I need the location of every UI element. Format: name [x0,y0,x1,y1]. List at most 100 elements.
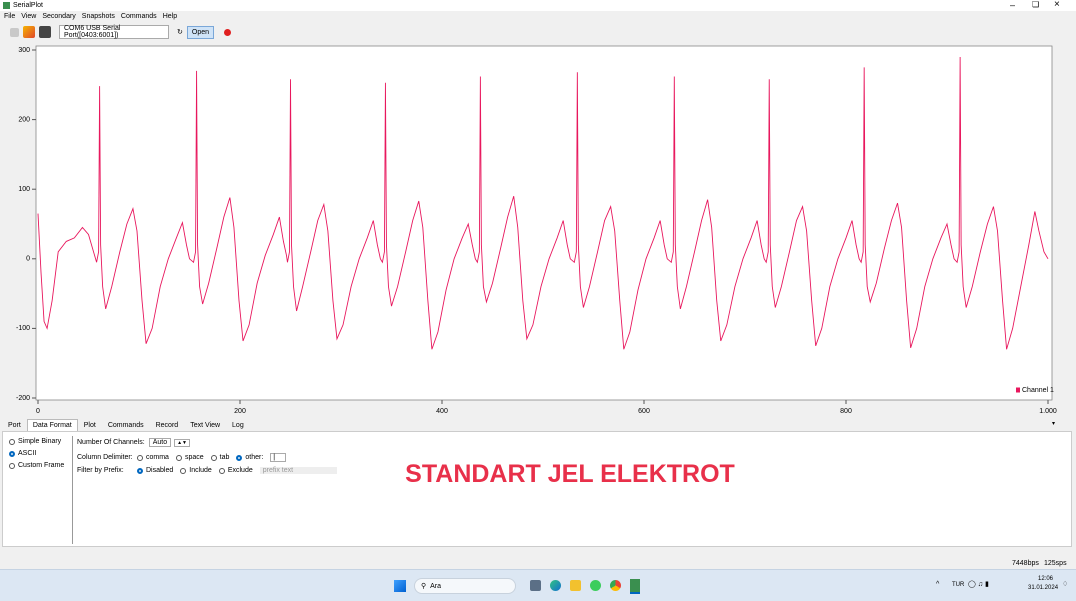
series-line [37,56,1049,350]
legend-label: Channel 1 [1022,387,1054,394]
radio-option[interactable]: Custom Frame [9,462,64,469]
start-button[interactable] [394,580,406,592]
radio-option[interactable]: Simple Binary [9,438,64,445]
status-rate: 7448bps [1012,560,1039,567]
search-box[interactable]: ⚲ Ara [414,578,516,594]
notifications[interactable]: ♢ [1062,581,1069,588]
x-tick-label: 400 [436,408,448,415]
title-bar: SerialPlot – ❏ × [0,0,1076,11]
menu-item[interactable]: File [4,13,16,20]
port-combo[interactable]: COM6 USB Serial Port([0403:6001]) [59,25,169,39]
open-button[interactable]: Open [186,25,214,39]
menu-item[interactable]: Commands [120,13,157,20]
window-title: SerialPlot [13,2,43,9]
pause-icon[interactable] [10,27,19,37]
radio-option[interactable]: Disabled [137,467,173,474]
clock-time: 12:06 [1038,576,1054,582]
spin-arrows[interactable]: ▲▼ [174,438,191,447]
menu-bar: File View Secondary Snapshots Commands Help [4,11,183,22]
radio-label: tab [219,454,230,461]
tab-scroll[interactable]: ▾ [1052,421,1056,427]
radio-dot [137,454,143,461]
record-icon[interactable] [224,28,231,36]
snapshot-icon[interactable] [39,26,51,38]
port-name: COM6 USB Serial Port([0403:6001]) [64,25,121,39]
tab[interactable]: Commands [107,422,144,429]
radio-option[interactable]: ASCII [9,450,64,457]
tab[interactable]: Text View [190,422,221,429]
format-list: Simple Binary ASCII Custom Frame [9,438,71,474]
y-tick-label: -200 [16,395,30,402]
tray-arrow[interactable]: ^ [936,581,940,588]
minimize-button[interactable]: – [1010,0,1016,10]
app-icon [3,2,10,9]
tab[interactable]: Port [8,422,21,429]
tab-bar: Port Data Format Plot Commands Record Text Vi… [2,419,250,431]
annotation: STANDART JEL ELEKTROT [405,460,735,488]
app-chrome[interactable] [610,580,621,591]
x-tick-label: 1.000 [1039,408,1057,415]
radio-dot [9,462,15,469]
clock-date: 31.01.2024 [1028,585,1059,591]
search-icon: ⚲ [421,583,427,590]
radio-label: Custom Frame [18,462,65,469]
tab[interactable]: Plot [83,422,96,429]
divider [72,436,73,544]
x-tick-label: 200 [234,408,246,415]
y-tick-label: 0 [26,256,30,263]
radio-label: space [184,454,204,461]
tab[interactable]: Log [232,422,244,429]
radio-label: ASCII [18,450,37,457]
x-tick-label: 600 [638,408,650,415]
radio-option[interactable]: comma [137,454,169,461]
channels-label: Number Of Channels: [77,439,145,446]
delimiter-row: Column Delimiter: comma space tab other: | [77,453,287,462]
app-serialplot[interactable] [630,579,640,594]
y-tick-label: 100 [18,186,30,193]
maximize-button[interactable]: ❏ [1032,0,1040,9]
app-whatsapp[interactable] [590,580,601,591]
status-samples: 125sps [1044,560,1067,567]
radio-dot [137,467,143,474]
menu-item[interactable]: View [21,13,37,20]
radio-label: other: [245,454,264,461]
prefix-label: Filter by Prefix: [77,467,124,474]
radio-option[interactable]: Include [180,467,212,474]
y-tick-label: 200 [18,116,30,123]
radio-label: Simple Binary [18,438,62,445]
search-text: Ara [430,582,442,590]
prefix-row: Filter by Prefix: Disabled Include Exclude… [77,467,337,474]
x-tick-label: 0 [36,408,40,415]
other-input[interactable]: | [270,453,287,462]
radio-dot [175,454,182,461]
radio-label: comma [146,454,169,461]
plot-frame [35,45,1053,401]
clear-icon[interactable] [23,26,35,38]
settings-panel: Simple Binary ASCII Custom Frame Number Of… [2,431,1072,547]
tab[interactable]: Record [155,422,179,429]
menu-item[interactable]: Secondary [42,13,76,20]
tray-icons[interactable]: ◯ ♫ ▮ [968,581,989,588]
prefix-input[interactable]: prefix text [259,467,337,474]
radio-option[interactable]: space [175,454,204,461]
menu-item[interactable]: Snapshots [81,13,115,20]
radio-option[interactable]: Exclude [218,467,253,474]
app-explorer[interactable] [570,580,581,591]
tray-lang[interactable]: TUR [952,582,965,588]
menu-item[interactable]: Help [162,13,178,20]
channels-spin[interactable]: Auto [148,438,172,447]
radio-option[interactable]: tab [210,454,230,461]
tab[interactable]: Data Format [26,419,78,431]
open-label: Open [191,28,209,36]
app-calculator[interactable] [530,580,541,591]
plot: 0 200 400 600 800 1.000 -200 -100 0 100 200 300 Chan… [16,45,1057,415]
radio-option[interactable]: other: [236,454,263,461]
app-edge[interactable] [550,580,561,591]
y-tick-label: 300 [18,47,30,54]
close-button[interactable]: × [1054,0,1060,10]
reload-icon[interactable]: ↻ [177,29,183,36]
radio-label: Disabled [146,467,174,474]
legend-swatch [1016,387,1020,393]
delimiter-label: Column Delimiter: [77,454,133,461]
